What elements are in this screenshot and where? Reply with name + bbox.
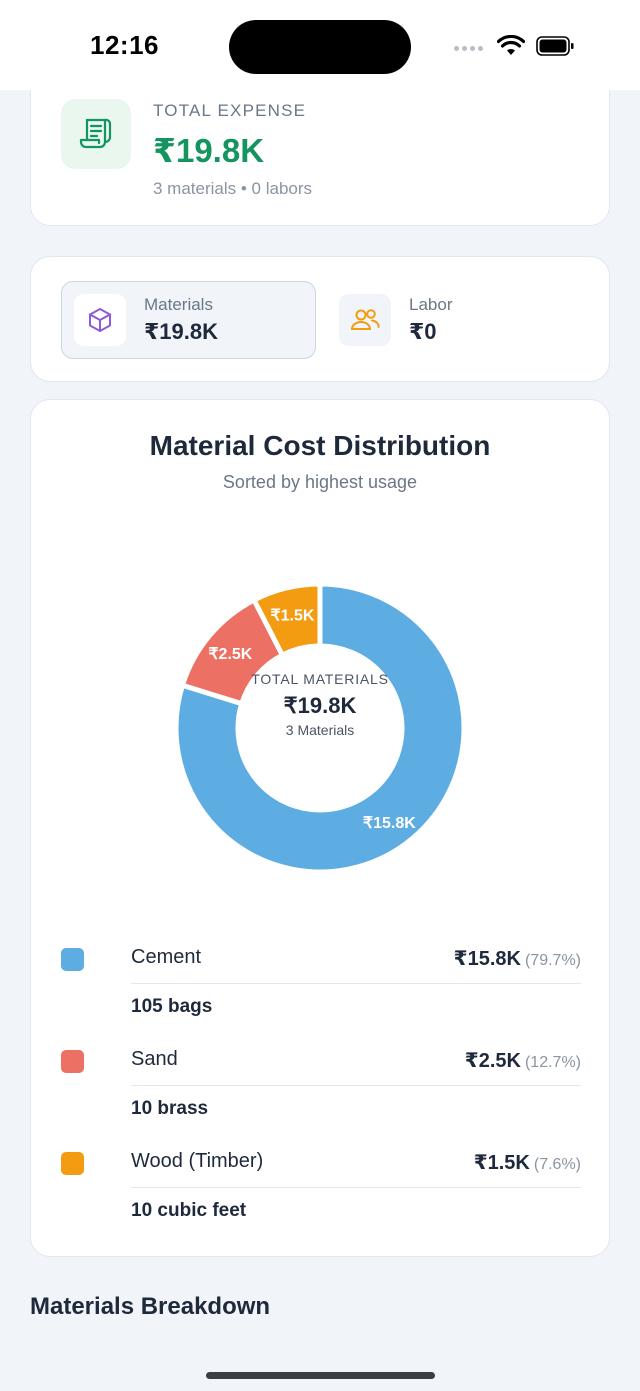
legend-item-wood[interactable]: Wood (Timber) ₹1.5K (7.6%) 10 cubic feet: [61, 1138, 581, 1222]
donut-slice-cement[interactable]: [173, 581, 467, 875]
donut-chart: ₹15.8K₹2.5K₹1.5K TOTAL MATERIALS ₹19.8K …: [173, 581, 467, 875]
legend-swatch: [61, 1152, 84, 1175]
legend-quantity: 10 brass: [131, 1098, 209, 1119]
slice-label-sand: ₹2.5K: [208, 646, 252, 663]
expense-value: ₹19.8K: [153, 132, 265, 169]
wifi-icon: [497, 35, 525, 55]
tab-labor-label: Labor: [409, 295, 453, 314]
cube-icon: [74, 294, 126, 346]
expense-label: TOTAL EXPENSE: [153, 101, 307, 120]
legend-value: ₹15.8K (79.7%): [453, 948, 581, 970]
slice-label-wood: ₹1.5K: [270, 607, 314, 624]
material-cost-chart-card: Material Cost Distribution Sorted by hig…: [30, 399, 610, 1257]
tab-materials[interactable]: Materials ₹19.8K: [61, 281, 316, 359]
slice-label-cement: ₹15.8K: [363, 815, 416, 832]
expense-summary: 3 materials • 0 labors: [153, 179, 313, 198]
receipt-icon: [61, 99, 131, 169]
battery-icon: [536, 36, 574, 56]
legend-name: Cement: [131, 946, 202, 968]
status-time: 12:16: [90, 30, 159, 60]
status-bar: 12:16: [0, 0, 640, 90]
category-tabs-card: Materials ₹19.8K Labor ₹0: [30, 256, 610, 382]
legend-name: Wood (Timber): [131, 1150, 264, 1172]
legend-quantity: 10 cubic feet: [131, 1200, 247, 1221]
chart-title: Material Cost Distribution: [149, 430, 491, 461]
dynamic-island: [229, 20, 411, 74]
cellular-signal-icon: [454, 46, 483, 51]
tab-materials-value: ₹19.8K: [144, 319, 219, 344]
legend-name: Sand: [131, 1048, 178, 1070]
donut-center-value: ₹19.8K: [284, 693, 357, 718]
legend-item-sand[interactable]: Sand ₹2.5K (12.7%) 10 brass: [61, 1036, 581, 1120]
donut-center-label: TOTAL MATERIALS: [251, 671, 389, 687]
chart-subtitle: Sorted by highest usage: [222, 472, 418, 492]
donut-center-count: 3 Materials: [286, 722, 354, 738]
legend-value: ₹1.5K (7.6%): [473, 1152, 581, 1174]
tab-labor[interactable]: Labor ₹0: [321, 281, 576, 359]
tab-labor-value: ₹0: [409, 319, 437, 344]
legend-value: ₹2.5K (12.7%): [464, 1050, 581, 1072]
tab-materials-label: Materials: [144, 295, 213, 314]
users-icon: [339, 294, 391, 346]
materials-breakdown-title: Materials Breakdown: [30, 1293, 271, 1320]
legend-swatch: [61, 1050, 84, 1073]
donut-slice-wood[interactable]: [251, 581, 323, 658]
legend-item-cement[interactable]: Cement ₹15.8K (79.7%) 105 bags: [61, 934, 581, 1018]
legend-swatch: [61, 948, 84, 971]
home-indicator: [206, 1372, 435, 1379]
legend-quantity: 105 bags: [131, 996, 213, 1017]
